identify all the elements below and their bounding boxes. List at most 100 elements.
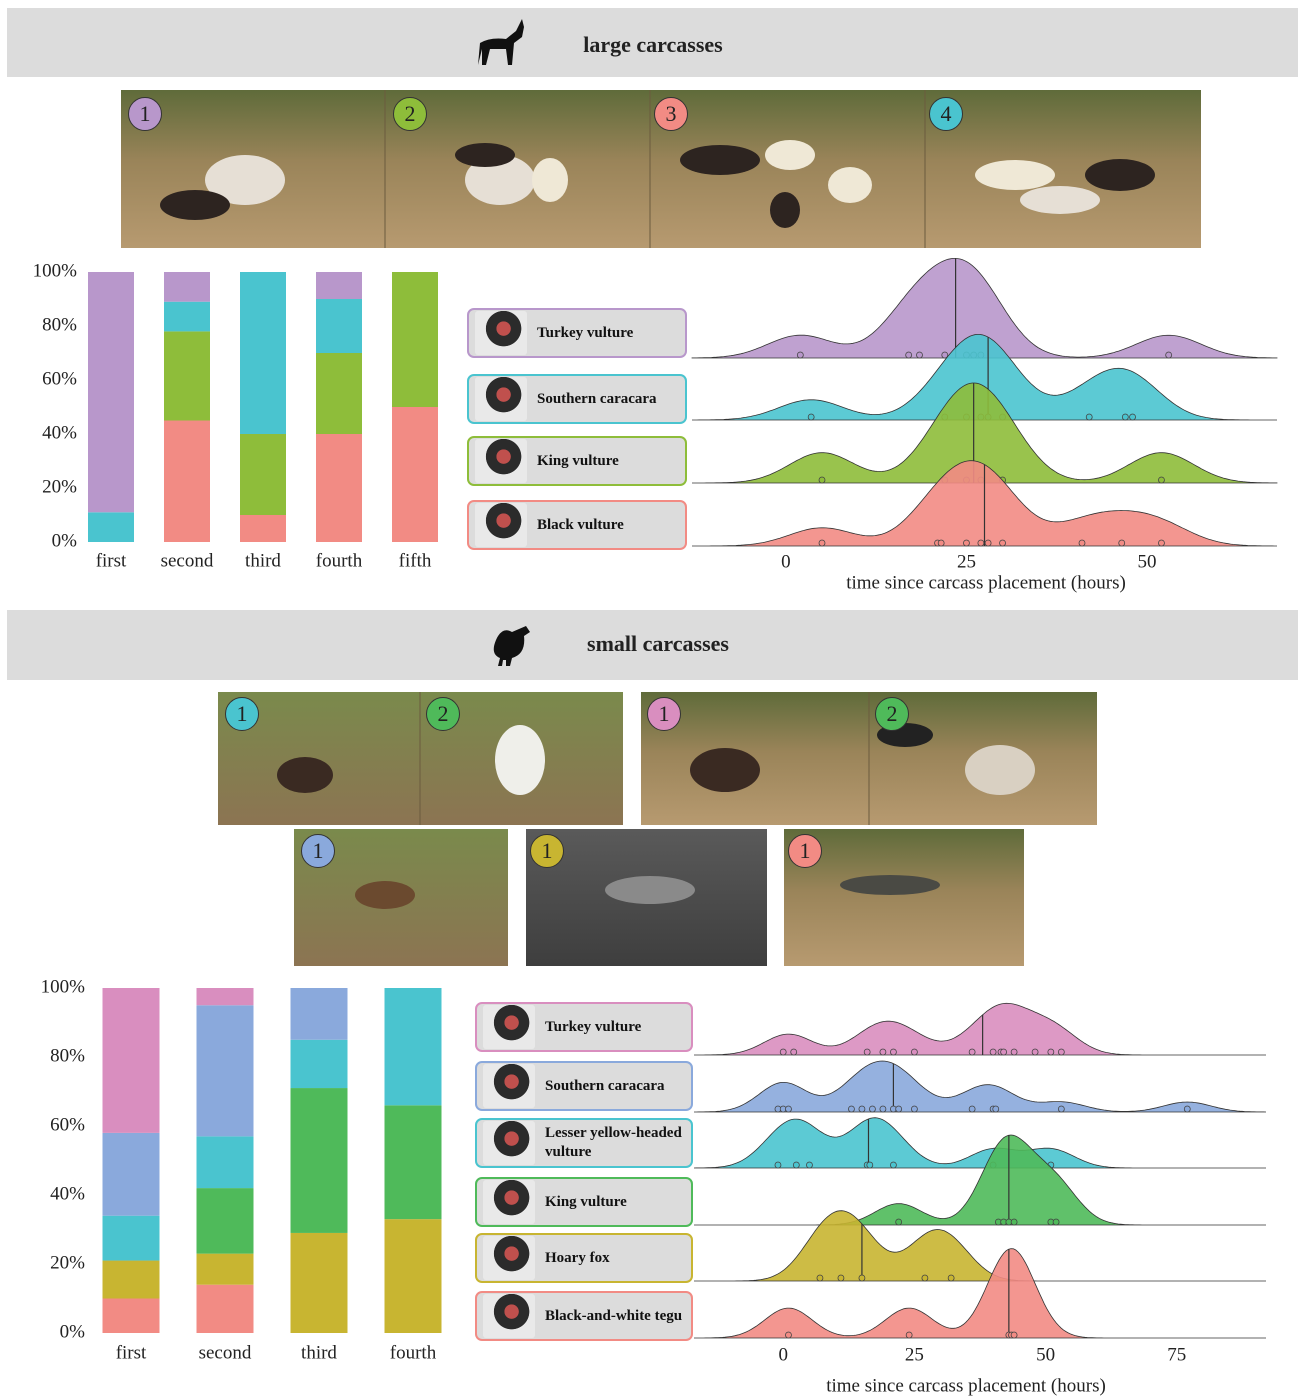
legend-box: Hoary fox [475,1233,693,1283]
y-tick-label: 100% [41,976,86,997]
observation-point [1165,351,1173,359]
observation-point [863,1048,871,1056]
section-header [7,8,1298,77]
legend-icon [483,1005,535,1049]
legend-label: Lesser yellow-headed vulture [545,1125,682,1160]
legend-label: Southern caracara [537,390,657,407]
observation-point [968,1048,976,1056]
photo-badge: 2 [875,697,909,731]
bar-segment [240,272,286,434]
density-ridge [694,1002,1266,1056]
legend-icon [475,439,527,483]
observation-point [911,1105,918,1113]
y-tick-label: 80% [50,1045,85,1066]
section-title: large carcasses [583,32,723,57]
legend-box: Turkey vulture [475,1002,693,1052]
bar-segment [88,272,134,513]
density-ridge [692,382,1278,484]
bar-segment [290,1039,348,1089]
observation-point [992,1105,1000,1113]
legend-box: King vulture [467,436,687,486]
bar-segment [196,988,254,1006]
bar-segment [240,434,286,515]
observation-point [1085,413,1093,421]
bar-segment [316,353,362,434]
observation-point [984,539,992,547]
observation-point [785,1105,792,1113]
bar-segment [316,434,362,542]
bar-segment [290,988,348,1040]
x-tick-label: first [116,1342,147,1363]
x-tick-label: first [96,550,127,571]
observation-point [1118,539,1126,547]
bar-segment [164,420,210,542]
observation-point [818,539,826,547]
density-ridge [692,334,1277,421]
observation-point [916,351,923,359]
bar-segment [240,515,286,542]
legend-label: Hoary fox [545,1249,610,1266]
photo-badge: 3 [654,97,688,131]
observation-point [779,1048,787,1056]
photo-badge: 4 [929,97,963,131]
x-tick-label: 50 [1138,551,1157,572]
observation-point [1057,1048,1065,1056]
bar-segment [196,1253,254,1285]
observation-point [963,539,970,547]
observation-point [818,476,826,484]
observation-point [1183,1105,1191,1113]
density-ridge [694,1210,1266,1282]
density-ridge [691,258,1278,359]
y-tick-label: 40% [50,1183,85,1204]
y-tick-label: 100% [33,260,78,281]
legend-icon [483,1180,535,1224]
observation-point [911,1048,918,1056]
legend-icon [483,1236,535,1280]
observation-point [1047,1048,1055,1056]
density-ridge [694,1134,1266,1226]
photo-badge: 1 [128,97,162,131]
legend-icon [483,1121,535,1165]
observation-point [1052,1218,1060,1226]
legend-box: Black-and-white tegu [475,1291,693,1341]
observation-point [790,1048,798,1056]
observation-point [895,1218,903,1226]
photo-badge: 1 [301,834,335,868]
observation-point [941,351,949,359]
bar-segment [164,272,210,302]
observation-point [879,1048,887,1056]
x-axis-label: time since carcass placement (hours) [826,1375,1106,1396]
observation-point [837,1274,845,1282]
legend-icon [475,311,527,355]
bar-segment [164,331,210,421]
observation-point [1121,413,1129,421]
observation-point [869,1105,876,1113]
legend-label: King vulture [537,452,619,469]
bar-segment [196,1136,254,1189]
legend-box: Turkey vulture [467,308,687,358]
density-ridge [694,1060,1267,1113]
x-tick-label: 50 [1036,1344,1055,1365]
photo-badge: 1 [225,697,259,731]
observation-point [895,1105,903,1113]
legend-label: King vulture [545,1193,627,1210]
observation-point [890,1161,897,1169]
legend-icon [475,377,527,421]
observation-point [858,1274,866,1282]
y-tick-label: 0% [60,1321,86,1342]
x-tick-label: second [161,550,214,571]
photo-badge: 2 [426,697,460,731]
observation-point [785,1331,792,1339]
observation-point [1129,413,1136,421]
legend-box: Southern caracara [467,374,687,424]
bar-segment [196,1188,254,1254]
bar-segment [102,1132,160,1216]
x-tick-label: 25 [957,551,976,572]
legend-label: Southern caracara [545,1077,665,1094]
legend-icon [475,503,527,547]
observation-point [905,351,913,359]
goat-icon [478,19,524,65]
bar-segment [392,407,438,542]
observation-point [879,1105,887,1113]
section-header [7,610,1298,680]
